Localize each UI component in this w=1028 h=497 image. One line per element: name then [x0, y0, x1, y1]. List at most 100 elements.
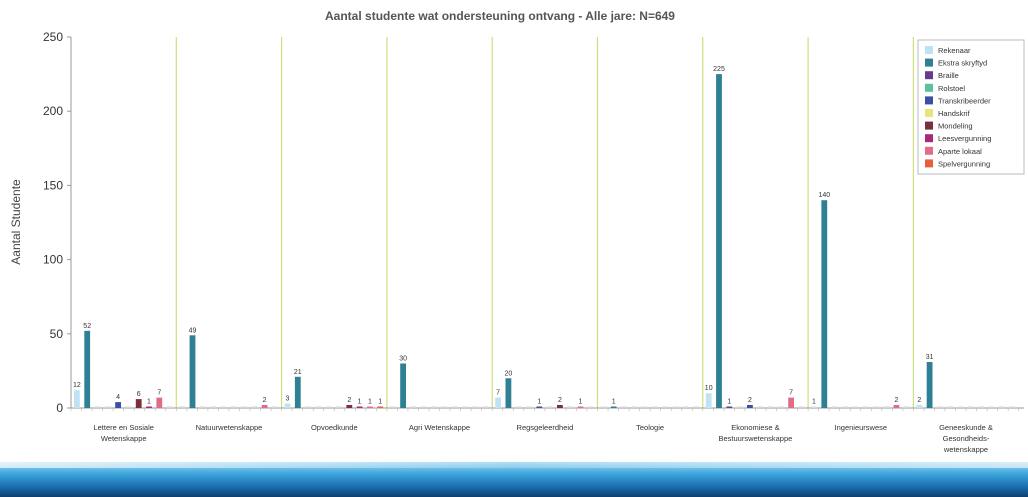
legend-swatch — [925, 146, 933, 155]
bar-2-8 — [367, 406, 373, 408]
bar-7-9 — [903, 406, 910, 408]
bar-7-2 — [831, 406, 838, 408]
data-label: 21 — [294, 369, 302, 376]
bar-8-4 — [957, 406, 964, 408]
bar-2-3 — [315, 406, 322, 408]
y-tick-label: 100 — [43, 253, 63, 267]
data-label: 2 — [917, 397, 921, 404]
legend-label: Leesvergunning — [938, 134, 991, 143]
legend-label: Handskrif — [938, 109, 971, 118]
legend-label: Rolstoel — [938, 84, 965, 93]
bar-4-4 — [536, 406, 543, 408]
bar-5-6 — [662, 406, 669, 408]
bar-5-7 — [672, 406, 679, 408]
bar-0-2 — [94, 406, 101, 408]
data-label: 1 — [147, 399, 151, 406]
x-tick-label: wetenskappe — [943, 445, 988, 454]
data-label: 20 — [505, 370, 513, 377]
support-bar-chart: Aantal studente wat ondersteuning ontvan… — [9, 9, 1025, 454]
y-tick-label: 0 — [56, 401, 63, 415]
x-tick-label: Teologie — [636, 423, 664, 432]
bar-2-4 — [325, 406, 332, 408]
x-tick-label: Wetenskappe — [101, 434, 147, 443]
bar-1-1 — [189, 335, 196, 408]
bar-0-9 — [166, 406, 173, 408]
bar-5-0 — [600, 406, 607, 408]
bar-2-0 — [284, 403, 291, 408]
legend-swatch — [925, 83, 933, 92]
legend-label: Spelvergunning — [938, 159, 990, 168]
bar-8-1 — [926, 362, 933, 408]
legend-label: Mondeling — [938, 122, 973, 131]
bar-3-0 — [389, 406, 396, 408]
bar-0-5 — [125, 406, 132, 408]
legend: Rekenaar Ekstra skryftyd Braille Rolstoel Tr… — [917, 39, 1025, 175]
x-tick-label: Ingenieurswese — [835, 423, 888, 432]
data-label: 2 — [347, 397, 351, 404]
data-label: 1 — [537, 399, 541, 406]
legend-swatch — [925, 121, 933, 130]
bar-4-0 — [495, 397, 501, 408]
data-label: 1 — [612, 399, 616, 406]
data-label: 49 — [189, 327, 197, 334]
bar-6-3 — [736, 406, 743, 408]
bar-3-5 — [441, 406, 448, 408]
bar-2-2 — [305, 406, 311, 408]
legend-swatch — [925, 58, 933, 67]
bar-0-4 — [115, 402, 121, 408]
y-tick-label: 50 — [50, 327, 64, 341]
bar-6-0 — [705, 393, 712, 408]
bar-1-4 — [220, 406, 227, 408]
data-label: 2 — [894, 397, 898, 404]
bar-2-1 — [294, 376, 301, 408]
y-axis-title: Aantal Studente — [9, 179, 23, 265]
x-tick-label: Geneeskunde & — [939, 423, 993, 432]
y-tick-label: 200 — [43, 104, 63, 118]
data-label: 2 — [748, 397, 752, 404]
legend-swatch — [925, 109, 933, 117]
bar-2-7 — [356, 406, 363, 408]
x-tick-label: Bestuurswetenskappe — [719, 434, 793, 443]
data-label: 225 — [713, 66, 725, 73]
bar-0-1 — [84, 330, 91, 408]
legend-swatch — [925, 159, 933, 168]
bar-4-9 — [587, 406, 594, 408]
bar-3-6 — [451, 406, 458, 408]
bar-4-3 — [526, 406, 532, 408]
x-tick-labels: Lettere en Sosiale Wetenskappe Natuurweten… — [93, 423, 992, 454]
bar-4-6 — [557, 405, 563, 408]
bar-2-6 — [346, 405, 353, 408]
bar-2-5 — [336, 406, 342, 408]
data-label: 2 — [558, 397, 562, 404]
bar-7-1 — [821, 200, 828, 408]
bar-4-8 — [577, 406, 584, 408]
data-label: 1 — [812, 399, 816, 406]
bar-8-5 — [967, 406, 974, 408]
bar-1-9 — [272, 406, 278, 408]
data-label: 1 — [358, 399, 362, 406]
bar-5-1 — [610, 406, 617, 408]
legend-label: Aparte lokaal — [938, 147, 982, 156]
bar-1-0 — [179, 406, 186, 408]
bar-4-7 — [567, 406, 574, 408]
bar-6-8 — [788, 397, 794, 408]
bar-5-2 — [621, 406, 627, 408]
bar-5-3 — [631, 406, 638, 408]
data-label: 1 — [368, 399, 372, 406]
bar-8-3 — [947, 406, 954, 408]
y-tick-label: 250 — [43, 30, 63, 44]
bar-3-4 — [431, 406, 437, 408]
bar-4-5 — [546, 406, 553, 408]
bar-8-7 — [988, 406, 995, 408]
bar-6-6 — [767, 406, 774, 408]
bar-5-8 — [682, 406, 689, 408]
category-separators — [175, 37, 915, 408]
bar-5-4 — [641, 406, 648, 408]
bar-0-7 — [146, 406, 152, 408]
footer-banner — [0, 462, 1028, 497]
bar-6-7 — [777, 406, 784, 408]
data-label: 1 — [579, 399, 583, 406]
bar-4-1 — [505, 378, 512, 408]
bar-3-7 — [462, 406, 468, 408]
